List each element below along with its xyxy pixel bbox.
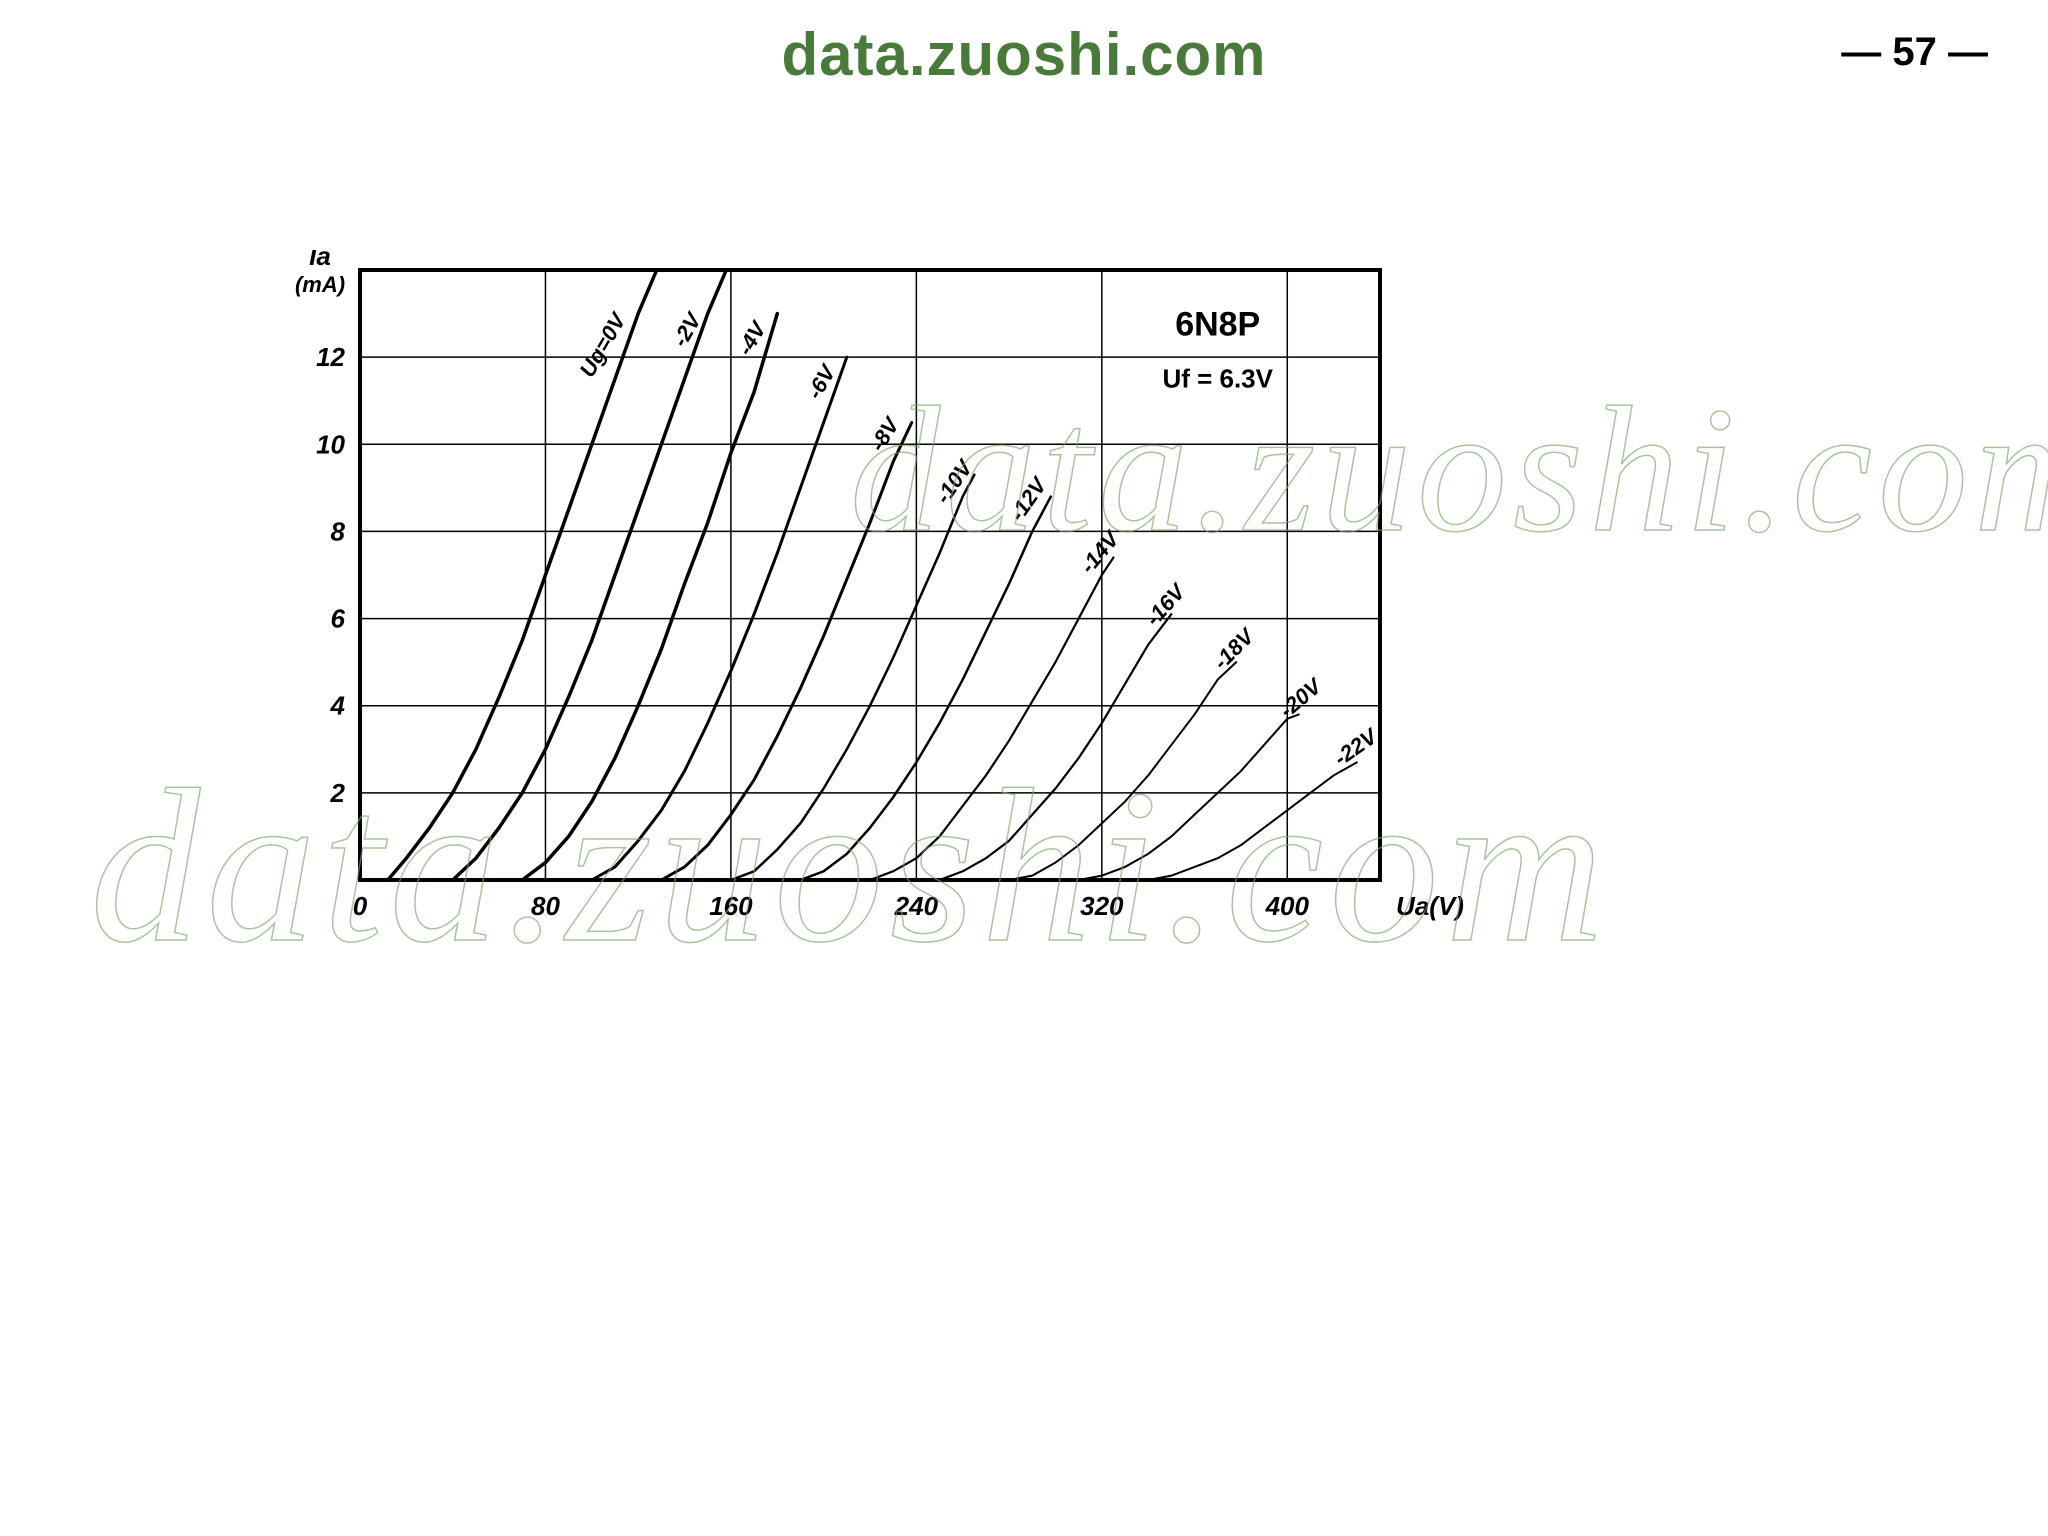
svg-text:10: 10 [316, 429, 345, 459]
svg-text:(mA): (mA) [295, 272, 345, 297]
svg-text:6N8P: 6N8P [1175, 305, 1260, 343]
svg-text:80: 80 [531, 891, 560, 921]
svg-text:-6V: -6V [802, 359, 842, 403]
svg-text:Ua(V): Ua(V) [1396, 891, 1464, 921]
svg-text:2: 2 [330, 778, 346, 808]
svg-text:-14V: -14V [1075, 525, 1126, 578]
svg-text:6: 6 [331, 604, 346, 634]
svg-text:4: 4 [330, 691, 346, 721]
page-number: — 57 — [1841, 30, 1988, 75]
svg-text:0: 0 [353, 891, 368, 921]
plate-characteristics-chart: 080160240320400Ua(V)24681012Ia(mA)Ug=0V-… [280, 250, 1480, 950]
svg-text:Ia: Ia [309, 250, 331, 271]
svg-text:320: 320 [1080, 891, 1124, 921]
svg-text:-16V: -16V [1140, 578, 1191, 631]
header-title: data.zuoshi.com [781, 20, 1266, 89]
svg-text:-18V: -18V [1208, 622, 1260, 674]
svg-text:400: 400 [1265, 891, 1310, 921]
svg-text:12: 12 [316, 342, 345, 372]
svg-text:-2V: -2V [667, 307, 707, 351]
svg-text:160: 160 [709, 891, 753, 921]
svg-text:8: 8 [331, 516, 346, 546]
svg-text:Uf = 6.3V: Uf = 6.3V [1162, 364, 1273, 394]
svg-text:-12V: -12V [1004, 471, 1052, 525]
svg-text:Ug=0V: Ug=0V [574, 307, 631, 381]
svg-text:-20V: -20V [1274, 672, 1327, 723]
svg-text:240: 240 [894, 891, 939, 921]
